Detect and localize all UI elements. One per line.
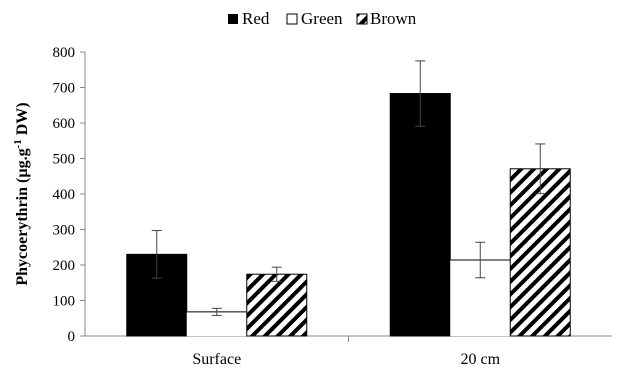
y-tick-label-500: 500 (53, 152, 76, 168)
y-axis-label-end: DW) (14, 102, 31, 139)
plot-area: 0 100 200 300 400 500 600 700 800 Surface 20 cm (53, 45, 612, 368)
y-tick-label-300: 300 (53, 223, 76, 239)
bar-brown-0 (246, 273, 308, 337)
legend-swatch-green (286, 13, 298, 25)
y-tick-label-200: 200 (53, 258, 76, 274)
legend-label-red: Red (242, 9, 270, 28)
x-category-label-0: Surface (192, 351, 241, 368)
y-tick-label-600: 600 (53, 116, 76, 132)
legend-swatch-red (228, 14, 238, 24)
bar-brown-1 (509, 168, 571, 337)
legend-label-brown: Brown (370, 9, 417, 28)
y-tick-label-700: 700 (53, 81, 76, 97)
y-axis-label-sup: -1 (12, 139, 24, 148)
legend-label-green: Green (301, 9, 343, 28)
legend-swatch-brown (356, 13, 368, 25)
y-axis-label: Phycoerythrin (µg.g-1 DW) (12, 102, 31, 285)
bar-red-1 (389, 93, 451, 337)
y-tick-label-400: 400 (53, 187, 76, 203)
y-tick-label-100: 100 (53, 294, 76, 310)
y-tick-label-0: 0 (68, 329, 76, 345)
legend: Red Green Brown (228, 9, 417, 28)
y-axis-label-main: Phycoerythrin (µg.g (14, 148, 31, 285)
x-category-label-1: 20 cm (460, 351, 500, 368)
y-tick-label-800: 800 (53, 45, 76, 61)
